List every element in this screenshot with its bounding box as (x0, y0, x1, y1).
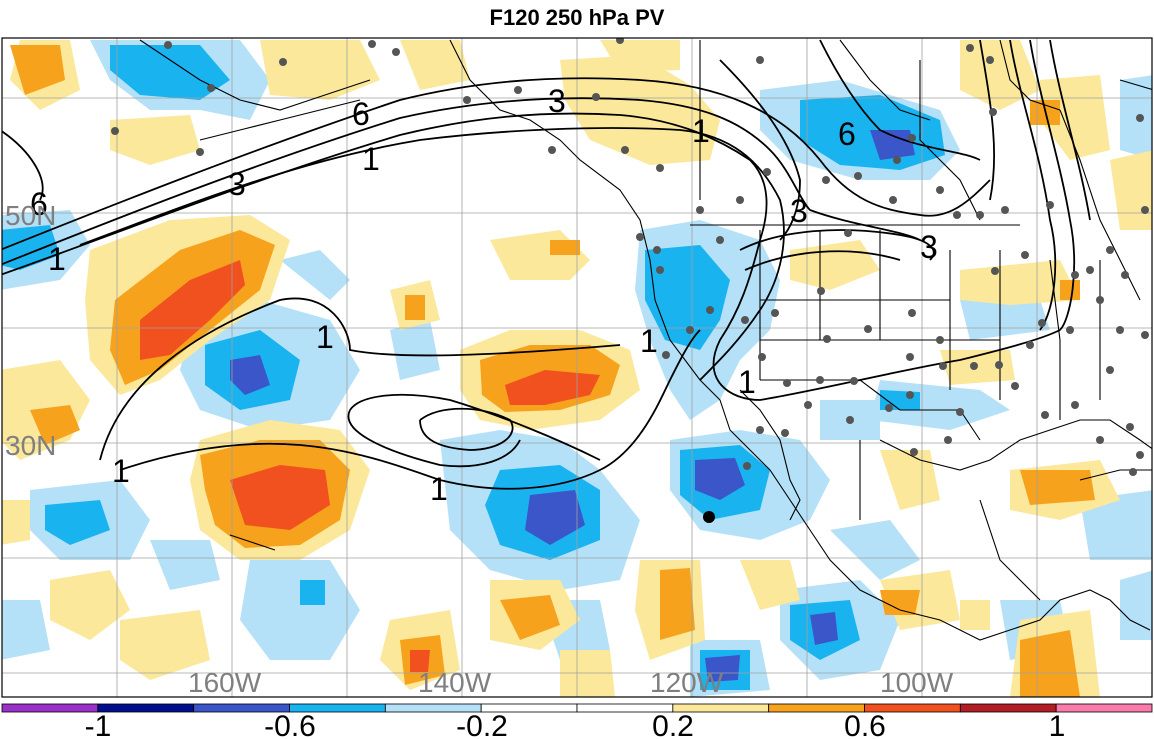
contour-label-6: 6 (30, 186, 48, 222)
contour-label-1: 1 (316, 319, 334, 355)
colorbar-tick-label: 1 (1049, 710, 1066, 739)
contour-label-1: 1 (362, 141, 380, 177)
contour-labels: 6 3 1 6 3 1 6 3 3 1 1 1 1 1 1 (30, 83, 938, 507)
colorbar-swatch (959, 703, 1057, 713)
colorbar-tick-label: -0.2 (456, 710, 508, 739)
map-frame (1, 37, 1153, 698)
contour-label-1: 1 (430, 471, 448, 507)
longitude-label-120w: 120W (650, 667, 724, 698)
colorbar-tick-label: -0.6 (264, 710, 316, 739)
contour-label-1: 1 (640, 323, 658, 359)
colorbar-swatch (1055, 703, 1153, 713)
colorbar (1, 703, 1153, 713)
contour-label-6: 6 (838, 116, 856, 152)
contour-label-1: 1 (48, 241, 66, 277)
longitude-label-140w: 140W (418, 667, 492, 698)
contour-label-3: 3 (920, 229, 938, 265)
map-plot-area: 6 3 1 6 3 1 6 3 3 1 1 1 1 1 1 50N 30N 16… (2, 38, 1152, 698)
contour-label-1: 1 (112, 453, 130, 489)
positive-anomaly-red (140, 260, 600, 672)
pv-contours (2, 39, 1091, 490)
longitude-label-160w: 160W (188, 667, 262, 698)
colorbar-ticks: -1 -0.6 -0.2 0.2 0.6 1 (85, 710, 1066, 739)
contour-label-1: 1 (738, 364, 756, 400)
contour-label-3: 3 (228, 166, 246, 202)
colorbar-swatch (97, 703, 195, 713)
colorbar-tick-label: 0.6 (844, 710, 886, 739)
negative-anomaly-dark (230, 130, 915, 682)
graticule (2, 38, 1152, 697)
highlight-point (703, 511, 715, 523)
station-dots (111, 38, 1149, 476)
colorbar-tick-label: -1 (85, 710, 112, 739)
latitude-label-50n: 50N (5, 200, 56, 231)
map-title: F120 250 hPa PV (489, 5, 665, 30)
longitude-label-100w: 100W (880, 667, 954, 698)
latitude-label-30n: 30N (5, 430, 56, 461)
contour-label-6: 6 (352, 96, 370, 132)
contour-label-3: 3 (790, 193, 808, 229)
colorbar-tick-label: 0.2 (652, 710, 694, 739)
colorbar-swatch (1, 703, 99, 713)
contour-label-1: 1 (692, 113, 710, 149)
contour-label-3: 3 (548, 83, 566, 119)
